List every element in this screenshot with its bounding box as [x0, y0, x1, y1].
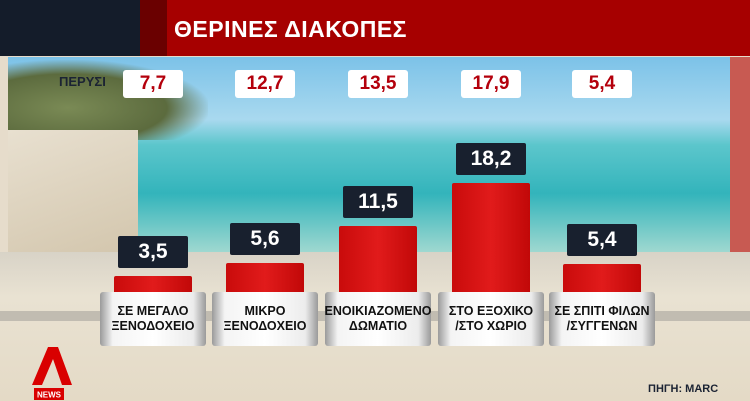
page-title: ΘΕΡΙΝΕΣ ΔΙΑΚΟΠΕΣ	[174, 16, 407, 42]
previous-value-label: 12,7	[235, 70, 295, 98]
header-bar	[167, 0, 750, 56]
source-label: ΠΗΓΗ: MARC	[648, 383, 719, 395]
previous-value-label: 7,7	[123, 70, 183, 98]
value-label: 18,2	[456, 143, 526, 176]
category-label: ΣΤΟ ΕΞΟΧΙΚΟ /ΣΤΟ ΧΩΡΙΟ	[438, 292, 544, 346]
category-label: ΣΕ ΜΕΓΑΛΟ ΞΕΝΟΔΟΧΕΙΟ	[100, 292, 206, 346]
value-label: 11,5	[343, 185, 413, 218]
header-accent	[140, 0, 167, 56]
value-label: 5,4	[567, 223, 637, 256]
category-label: ΜΙΚΡΟ ΞΕΝΟΔΟΧΕΙΟ	[212, 292, 318, 346]
header-dark-panel	[0, 0, 140, 56]
alpha-news-logo: NEWS	[32, 347, 72, 400]
category-label: ΕΝΟΙΚΙΑΖΟΜΕΝΟ ΔΩΜΑΤΙΟ	[325, 292, 431, 346]
bar	[452, 183, 530, 298]
previous-value-label: 5,4	[572, 70, 632, 98]
previous-year-label: ΠΕΡΥΣΙ	[59, 74, 106, 89]
value-label: 5,6	[230, 222, 300, 255]
previous-value-label: 17,9	[461, 70, 521, 98]
previous-value-label: 13,5	[348, 70, 408, 98]
category-label: ΣΕ ΣΠΙΤΙ ΦΙΛΩΝ /ΣΥΓΓΕΝΩΝ	[549, 292, 655, 346]
svg-text:NEWS: NEWS	[37, 391, 62, 400]
bar	[339, 225, 417, 298]
value-label: 3,5	[118, 235, 188, 268]
right-strip	[730, 57, 750, 252]
sand-image	[8, 130, 138, 252]
